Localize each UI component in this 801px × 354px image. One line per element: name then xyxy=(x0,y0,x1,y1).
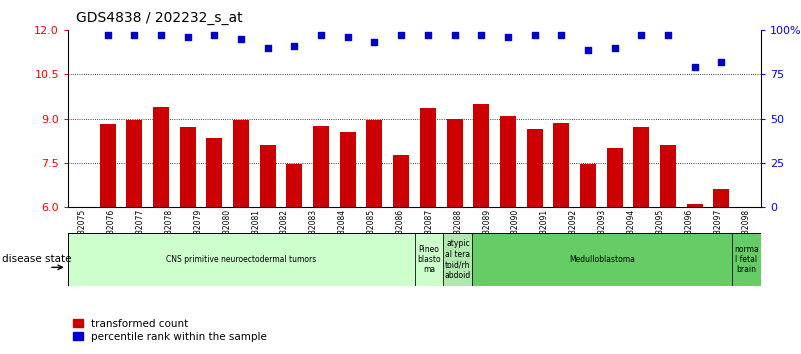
Text: GSM482083: GSM482083 xyxy=(309,209,318,255)
Bar xyxy=(99,125,115,354)
Point xyxy=(261,45,274,51)
Point xyxy=(181,34,194,40)
Bar xyxy=(634,127,650,354)
Text: GSM482085: GSM482085 xyxy=(367,209,376,255)
Bar xyxy=(732,233,761,286)
Bar xyxy=(714,189,730,354)
Bar xyxy=(260,145,276,354)
Point xyxy=(448,33,461,38)
Text: GDS4838 / 202232_s_at: GDS4838 / 202232_s_at xyxy=(76,11,243,25)
Bar xyxy=(179,127,195,354)
Bar xyxy=(233,120,249,354)
Point xyxy=(582,47,594,52)
Text: GSM482086: GSM482086 xyxy=(396,209,405,255)
Legend: transformed count, percentile rank within the sample: transformed count, percentile rank withi… xyxy=(74,319,267,342)
Point xyxy=(315,33,328,38)
Point xyxy=(288,43,301,49)
Point xyxy=(715,59,728,65)
Bar xyxy=(153,107,169,354)
Bar xyxy=(207,138,223,354)
Bar xyxy=(500,116,516,354)
Text: GSM482087: GSM482087 xyxy=(425,209,433,255)
Text: GSM482080: GSM482080 xyxy=(223,209,231,255)
Text: GSM482097: GSM482097 xyxy=(713,209,723,255)
Bar xyxy=(473,104,489,354)
Bar xyxy=(446,119,462,354)
Bar xyxy=(415,233,444,286)
Bar xyxy=(340,132,356,354)
Bar xyxy=(526,129,542,354)
Point xyxy=(101,33,114,38)
Text: GSM482091: GSM482091 xyxy=(540,209,549,255)
Point xyxy=(208,33,221,38)
Text: GSM482084: GSM482084 xyxy=(338,209,347,255)
Point xyxy=(608,45,621,51)
Text: CNS primitive neuroectodermal tumors: CNS primitive neuroectodermal tumors xyxy=(166,255,316,264)
Text: GSM482094: GSM482094 xyxy=(626,209,635,255)
Text: GSM482075: GSM482075 xyxy=(78,209,87,255)
Point xyxy=(341,34,354,40)
Text: GSM482079: GSM482079 xyxy=(194,209,203,255)
Text: GSM482090: GSM482090 xyxy=(511,209,520,255)
Bar xyxy=(553,123,570,354)
Point xyxy=(475,33,488,38)
Bar xyxy=(68,233,415,286)
Bar xyxy=(367,120,383,354)
Point xyxy=(555,33,568,38)
Text: GSM482093: GSM482093 xyxy=(598,209,606,255)
Point xyxy=(368,40,381,45)
Point xyxy=(395,33,408,38)
Text: GSM482082: GSM482082 xyxy=(280,209,289,255)
Point xyxy=(128,33,141,38)
Bar xyxy=(420,108,436,354)
Text: disease state: disease state xyxy=(2,255,71,264)
Text: Medulloblastoma: Medulloblastoma xyxy=(570,255,635,264)
Bar xyxy=(287,164,303,354)
Text: GSM482089: GSM482089 xyxy=(482,209,491,255)
Point xyxy=(528,33,541,38)
Bar xyxy=(580,164,596,354)
Text: GSM482076: GSM482076 xyxy=(107,209,116,255)
Text: GSM482077: GSM482077 xyxy=(135,209,145,255)
Bar xyxy=(444,233,473,286)
Point xyxy=(662,33,674,38)
Text: Pineo
blasto
ma: Pineo blasto ma xyxy=(417,245,441,274)
Bar xyxy=(606,148,622,354)
Point xyxy=(155,33,167,38)
Text: GSM482092: GSM482092 xyxy=(569,209,578,255)
Bar xyxy=(660,145,676,354)
Text: GSM482088: GSM482088 xyxy=(453,209,462,255)
Bar xyxy=(313,126,329,354)
Text: GSM482078: GSM482078 xyxy=(165,209,174,255)
Point xyxy=(501,34,514,40)
Point xyxy=(635,33,648,38)
Point xyxy=(688,64,701,70)
Point xyxy=(235,36,248,42)
Point xyxy=(421,33,434,38)
Bar xyxy=(127,120,143,354)
Bar xyxy=(686,204,702,354)
Text: atypic
al tera
toid/rh
abdoid: atypic al tera toid/rh abdoid xyxy=(445,239,471,280)
Text: GSM482095: GSM482095 xyxy=(655,209,664,255)
Text: GSM482081: GSM482081 xyxy=(252,209,260,255)
Text: GSM482096: GSM482096 xyxy=(684,209,694,255)
Bar xyxy=(393,155,409,354)
Text: norma
l fetal
brain: norma l fetal brain xyxy=(735,245,759,274)
Text: GSM482098: GSM482098 xyxy=(742,209,751,255)
Bar xyxy=(473,233,732,286)
